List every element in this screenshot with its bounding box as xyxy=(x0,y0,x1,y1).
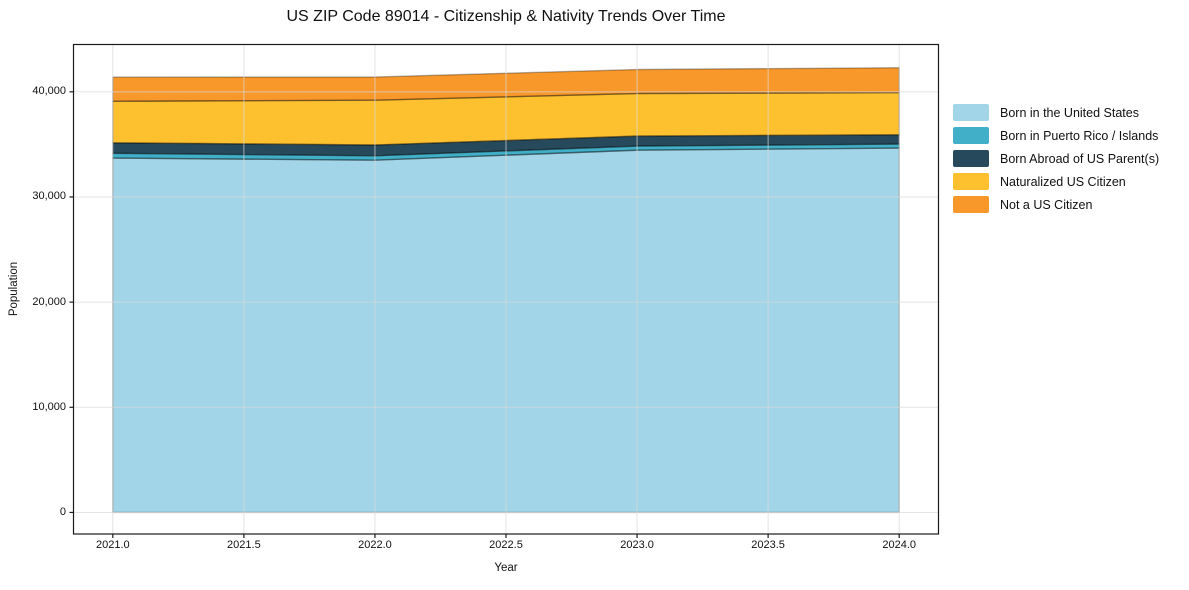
x-tick-label-2: 2022.0 xyxy=(358,539,392,551)
y-tick-label-4: 40,000 xyxy=(32,85,66,98)
x-tick-label-5: 2023.5 xyxy=(751,539,785,551)
legend-swatch-not-citizen-icon xyxy=(953,196,989,213)
legend-swatch-born-us-icon xyxy=(953,104,989,121)
legend-label: Not a US Citizen xyxy=(1000,197,1093,212)
y-tick-label-2: 20,000 xyxy=(32,295,66,308)
x-tick-label-3: 2022.5 xyxy=(489,539,523,551)
chart-title: US ZIP Code 89014 - Citizenship & Nativi… xyxy=(286,8,726,25)
x-tick-label-4: 2023.0 xyxy=(620,539,654,551)
x-tick-label-6: 2024.0 xyxy=(882,539,916,551)
y-tick-label-1: 10,000 xyxy=(32,400,66,413)
legend-swatch-born-abroad-icon xyxy=(953,150,989,167)
legend-label: Born Abroad of US Parent(s) xyxy=(1000,151,1160,166)
legend-label: Naturalized US Citizen xyxy=(1000,174,1126,189)
legend-label: Born in the United States xyxy=(1000,105,1139,120)
legend-item-naturalized: Naturalized US Citizen xyxy=(953,173,1159,190)
legend: Born in the United States Born in Puerto… xyxy=(953,104,1159,213)
y-tick-label-0: 0 xyxy=(59,505,66,518)
y-axis-label: Population xyxy=(8,261,20,317)
legend-label: Born in Puerto Rico / Islands xyxy=(1000,128,1159,143)
x-axis-label: Year xyxy=(494,562,518,574)
legend-item-born-abroad: Born Abroad of US Parent(s) xyxy=(953,150,1159,167)
y-tick-label-3: 30,000 xyxy=(32,190,66,203)
legend-item-not-citizen: Not a US Citizen xyxy=(953,196,1159,213)
legend-swatch-puerto-rico-icon xyxy=(953,127,989,144)
x-tick-label-1: 2021.5 xyxy=(227,539,261,551)
x-tick-label-0: 2021.0 xyxy=(95,539,130,551)
legend-item-puerto-rico: Born in Puerto Rico / Islands xyxy=(953,127,1159,144)
legend-item-born-us: Born in the United States xyxy=(953,104,1159,121)
legend-swatch-naturalized-icon xyxy=(953,173,989,190)
